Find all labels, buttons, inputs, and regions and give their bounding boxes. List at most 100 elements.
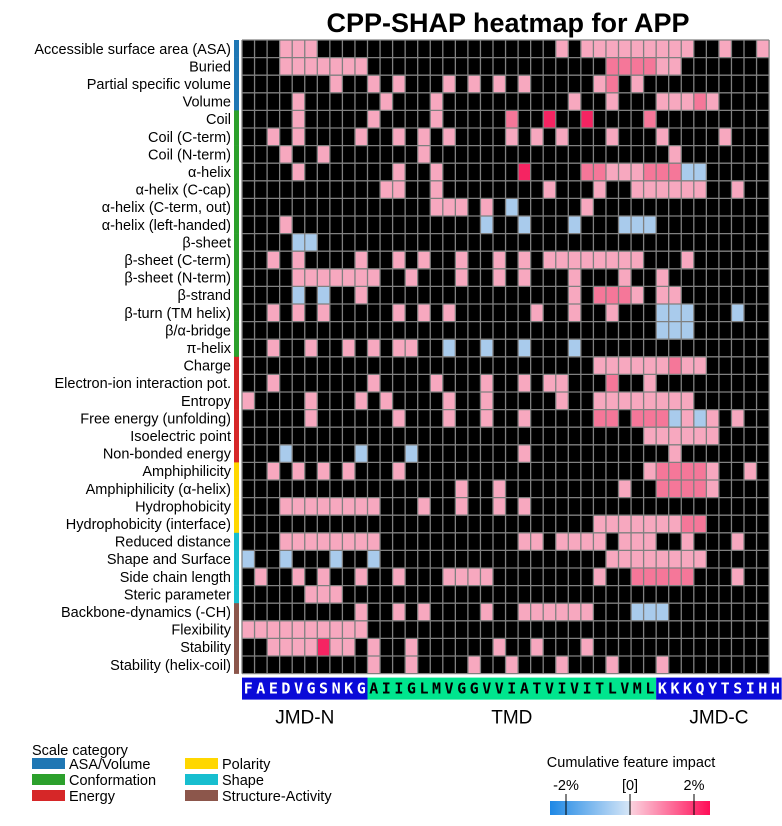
heatmap-cell [643,568,657,586]
sequence-residue: H [771,680,780,698]
heatmap-cell [518,409,531,428]
heatmap-cell [279,216,293,234]
heatmap-cell [568,603,581,621]
heatmap-cell [668,286,682,304]
heatmap-cell [317,638,330,656]
category-bar [234,585,239,604]
heatmap-cell [304,57,318,76]
heatmap-cell [304,532,318,551]
heatmap-cell [543,110,556,128]
sequence-residue: K [658,680,667,698]
heatmap-cell [580,603,594,621]
heatmap-cell [593,532,606,551]
heatmap-cell [480,409,493,428]
heatmap-cell [292,163,305,181]
row-label: Partial specific volume [87,77,231,93]
heatmap-cell [681,532,694,551]
heatmap-cell [354,568,368,586]
heatmap-cell [342,268,355,287]
heatmap-cell [329,638,343,656]
row-label: Reduced distance [115,535,231,551]
heatmap-cell [656,128,669,146]
row-label: β-sheet [182,235,231,251]
heatmap-cell [631,40,644,58]
heatmap-cell [643,462,657,480]
heatmap-cell [693,515,707,533]
heatmap-cell [618,550,632,568]
heatmap-cell [543,374,556,392]
heatmap-cell [656,568,669,586]
heatmap-cell [656,92,669,111]
heatmap-cell [405,656,418,674]
heatmap-cell [342,620,355,639]
heatmap-cell [631,550,644,568]
heatmap-cell [342,532,355,551]
heatmap-cell [555,40,569,58]
sequence-residue: I [394,680,403,698]
heatmap-cell [505,198,519,216]
heatmap-cell [656,550,669,568]
sequence-residue: G [357,680,366,698]
category-bar [234,392,239,410]
heatmap-cell [706,427,719,445]
heatmap-cell [317,145,330,164]
heatmap-cell [417,603,431,621]
heatmap-cell [643,40,657,58]
heatmap-cell [618,356,632,375]
category-bar [234,57,239,76]
heatmap-cell [530,638,544,656]
heatmap-cell [568,268,581,287]
heatmap-cell [405,444,418,463]
heatmap-cell [668,163,682,181]
sequence-residue: L [419,680,428,698]
heatmap-cell [580,40,594,58]
heatmap-cell [706,409,719,428]
heatmap-cell [380,92,393,111]
heatmap-cell [480,339,493,357]
heatmap-cell [681,392,694,410]
colorbar-tick-label: 2% [684,778,705,794]
heatmap-cell [693,163,707,181]
heatmap-cell [605,57,619,76]
heatmap-cell [668,409,682,428]
heatmap-cell [505,656,519,674]
colorbar-negative [550,801,630,815]
heatmap-cell [329,268,343,287]
heatmap-cell [605,128,619,146]
heatmap-cell [317,585,330,604]
legend-label: Shape [222,773,264,789]
colorbar: Cumulative feature impact -2% [0] 2% [547,755,715,815]
part-labels: JMD-N TMD JMD-C [275,708,748,729]
heatmap-cell [643,427,657,445]
heatmap-cell [367,75,381,93]
heatmap-cell [342,462,355,480]
heatmap-cell [668,427,682,445]
category-bar [234,532,239,551]
heatmap-cell [354,603,368,621]
heatmap-cell [518,75,531,93]
sequence-residue: D [281,680,290,698]
sequence-residue: K [683,680,692,698]
row-label: β-sheet (C-term) [124,253,231,269]
heatmap-cell [656,180,669,199]
heatmap-cell [279,638,293,656]
category-legend: Scale category ASA/VolumeConformationEne… [32,743,332,805]
heatmap-cell [631,515,644,533]
sequence-residue: A [369,680,378,698]
sequence-residue: V [570,680,579,698]
heatmap-cell [656,603,669,621]
heatmap-cell [493,251,506,269]
heatmap-cell [580,163,594,181]
heatmap-cell [304,620,318,639]
heatmap-cell [380,392,393,410]
category-bar [234,480,239,498]
heatmap-cell [631,75,644,93]
heatmap-cell [455,480,468,498]
row-label: β-strand [178,288,231,304]
heatmap-cell [668,356,682,375]
sequence-segment [242,677,368,700]
heatmap-cell [480,568,493,586]
heatmap-cell [392,75,406,93]
heatmap-cell [605,374,619,392]
heatmap-cell [656,462,669,480]
